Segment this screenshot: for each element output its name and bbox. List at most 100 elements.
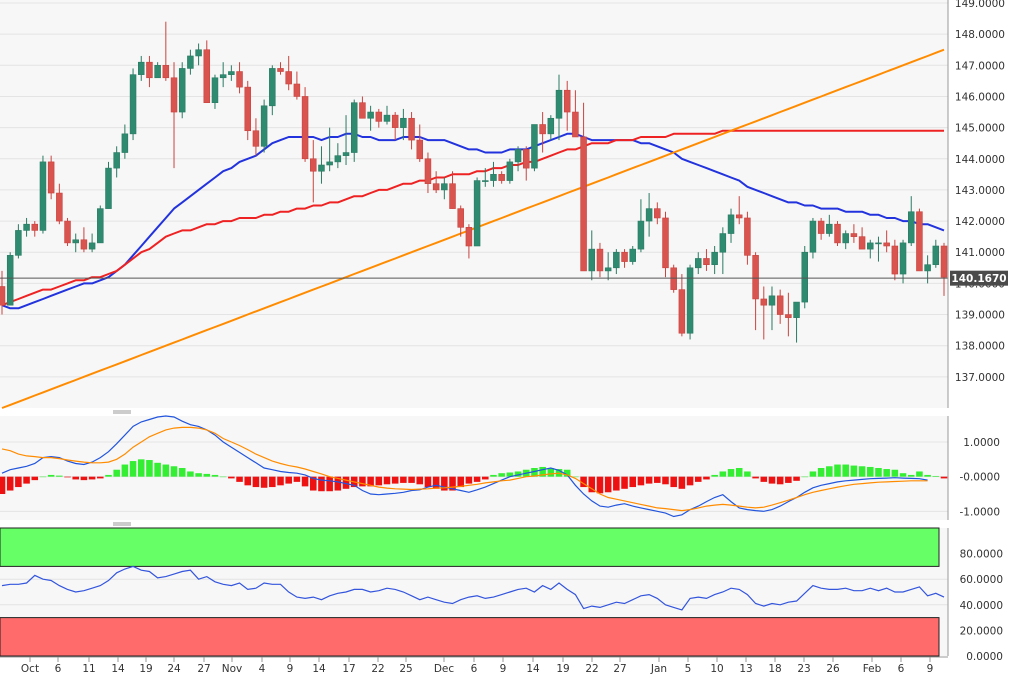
rsi-line — [1, 565, 945, 611]
candle-body — [482, 180, 489, 182]
x-tick-label: 9 — [927, 663, 934, 675]
histogram-bar — [23, 476, 30, 484]
candle-body — [301, 96, 309, 160]
histogram-bar — [752, 476, 759, 479]
histogram-bar — [776, 476, 784, 485]
histogram-bar — [703, 476, 710, 480]
histogram-bar — [940, 476, 948, 479]
histogram-bar — [252, 476, 260, 488]
x-tick-label: 6 — [471, 663, 478, 675]
panel-resize-handle[interactable] — [113, 522, 131, 526]
candle-body — [924, 264, 931, 272]
x-tick-label: 14 — [312, 663, 326, 675]
price-y-tick-label: 147.0000 — [955, 60, 1005, 72]
histogram-bar — [924, 474, 931, 477]
price-y-tick-label: 142.0000 — [955, 216, 1005, 228]
candle-body — [760, 298, 768, 306]
candle-body — [47, 161, 55, 194]
price-y-tick-label: 149.0000 — [955, 0, 1005, 10]
oscillator-panel: 1.0000 -0.0000 -1.0000 — [0, 415, 1000, 526]
candle-body — [269, 68, 276, 107]
histogram-bar — [39, 476, 47, 478]
histogram-bar — [31, 476, 39, 481]
candle-body — [334, 155, 342, 163]
rsi-bands — [0, 527, 940, 657]
candle-body — [432, 183, 440, 191]
candle-body — [80, 239, 88, 250]
candle-body — [899, 242, 907, 275]
histogram-bar — [539, 466, 546, 477]
candle-body — [850, 233, 858, 237]
candle-body — [776, 295, 784, 315]
x-tick-label: 6 — [898, 663, 905, 675]
candles — [0, 21, 948, 343]
candle-body — [514, 149, 522, 163]
histogram-bar — [187, 471, 194, 477]
histogram-bar — [15, 476, 22, 488]
histogram-bar — [842, 464, 849, 477]
x-tick-label: 27 — [613, 663, 626, 675]
x-tick-label: Dec — [434, 663, 455, 675]
price-y-tick-label: 148.0000 — [955, 29, 1005, 41]
histogram-bar — [793, 476, 800, 481]
candle-body — [752, 255, 759, 300]
candle-body — [654, 208, 661, 219]
x-tick-label: 5 — [685, 663, 692, 675]
histogram-bar — [531, 468, 538, 477]
moving-average-line — [1, 129, 944, 307]
histogram-bar — [342, 476, 350, 489]
histogram-bar — [785, 476, 792, 483]
candle-body — [326, 161, 333, 166]
candle-body — [416, 139, 424, 160]
candle-body — [441, 183, 448, 191]
histogram-bar — [236, 476, 243, 482]
candle-body — [826, 223, 833, 234]
candle-body — [367, 111, 374, 119]
candle-body — [203, 49, 211, 103]
histogram-bar — [269, 476, 276, 488]
panel-resize-handle[interactable] — [113, 410, 131, 414]
histogram-bar — [858, 466, 866, 477]
x-tick-label: 4 — [259, 663, 266, 675]
candle-body — [727, 214, 735, 234]
candle-body — [678, 289, 686, 334]
histogram-bar — [801, 476, 809, 478]
candle-body — [88, 242, 96, 250]
candle-body — [31, 223, 39, 231]
histogram-bar — [891, 469, 899, 477]
candle-body — [719, 233, 727, 253]
histogram-bar — [744, 471, 751, 477]
histogram-bar — [367, 476, 374, 487]
histogram-bar — [596, 476, 604, 494]
x-tick-label: 10 — [710, 663, 723, 675]
rsi-y-tick-label: 60.0000 — [960, 574, 1003, 586]
candle-body — [588, 248, 596, 272]
histogram-bar — [735, 468, 743, 477]
candle-body — [72, 239, 79, 244]
candle-body — [834, 223, 841, 244]
candle-body — [6, 255, 14, 306]
candle-body — [170, 77, 178, 113]
histogram-bar — [72, 476, 79, 480]
histogram-bar — [473, 476, 481, 482]
candle-body — [342, 152, 350, 156]
oscillator-y-tick-label: -0.0000 — [959, 472, 1000, 484]
candle-body — [236, 71, 243, 88]
histogram-bar — [334, 476, 342, 491]
candle-body — [596, 248, 604, 272]
histogram-bar — [817, 468, 825, 477]
candle-body — [244, 86, 251, 132]
candle-body — [506, 161, 514, 181]
histogram-bar — [465, 476, 473, 484]
histogram-bar — [760, 476, 768, 482]
candle-body — [875, 242, 882, 245]
candle-body — [277, 68, 284, 72]
candle-body — [400, 117, 407, 128]
histogram-bar — [482, 476, 489, 480]
candle-body — [907, 211, 915, 244]
histogram-bar — [244, 476, 252, 486]
candle-body — [867, 242, 874, 250]
candle-body — [645, 208, 653, 222]
candle-body — [637, 220, 645, 250]
